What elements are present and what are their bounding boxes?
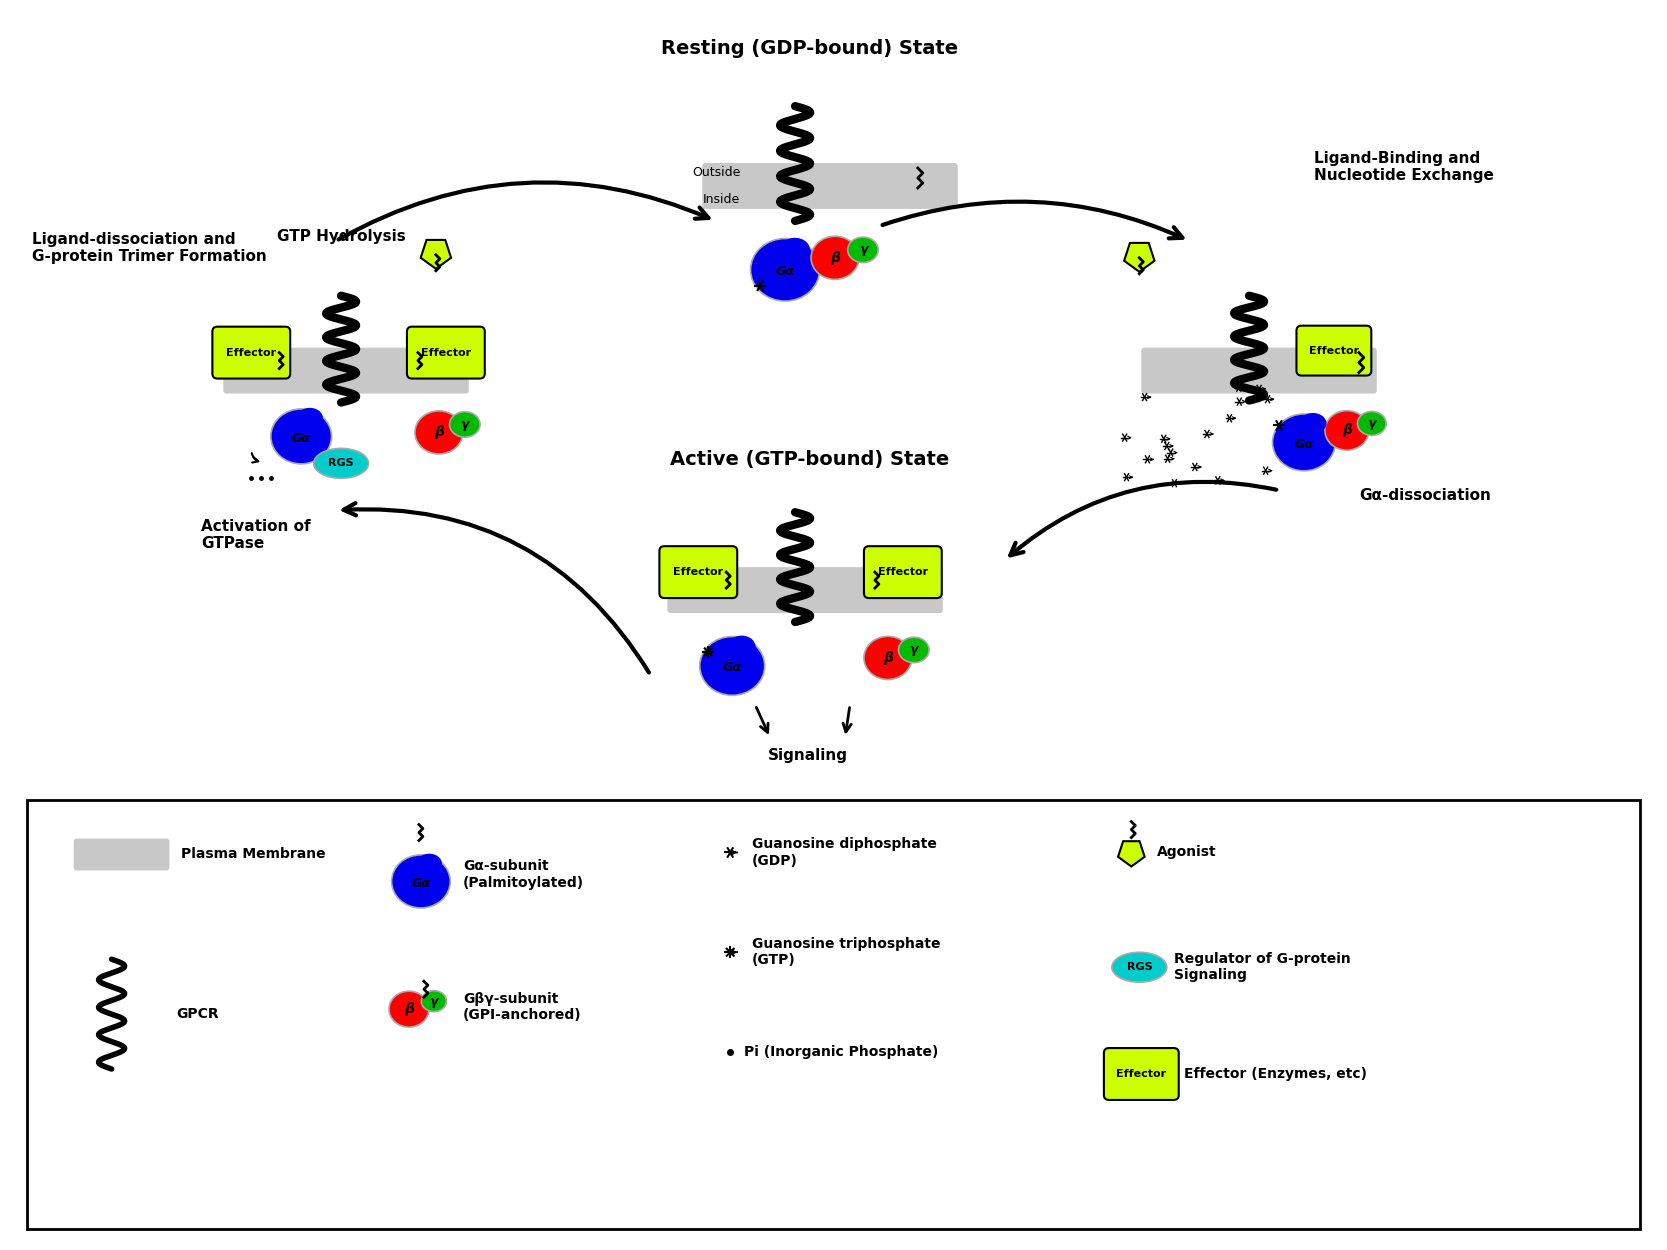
Ellipse shape [1325, 411, 1369, 450]
Ellipse shape [1357, 411, 1387, 435]
Text: RGS: RGS [328, 459, 353, 469]
Text: Gα-dissociation: Gα-dissociation [1359, 488, 1490, 502]
Ellipse shape [847, 238, 879, 262]
FancyBboxPatch shape [1297, 326, 1372, 375]
FancyBboxPatch shape [864, 546, 942, 598]
Ellipse shape [812, 236, 859, 279]
Text: Gα: Gα [1295, 438, 1314, 451]
Text: β: β [830, 251, 840, 265]
Ellipse shape [313, 449, 368, 479]
FancyBboxPatch shape [1104, 1048, 1179, 1100]
FancyBboxPatch shape [1142, 348, 1377, 394]
Ellipse shape [270, 409, 332, 464]
Text: Active (GTP-bound) State: Active (GTP-bound) State [670, 450, 950, 470]
Ellipse shape [750, 239, 820, 301]
Text: β: β [403, 1003, 413, 1016]
Text: γ: γ [1367, 418, 1375, 430]
FancyBboxPatch shape [667, 568, 944, 612]
Text: Regulator of G-protein
Signaling: Regulator of G-protein Signaling [1174, 952, 1350, 982]
Text: Plasma Membrane: Plasma Membrane [182, 848, 327, 861]
FancyBboxPatch shape [702, 162, 959, 209]
Text: Effector: Effector [673, 568, 723, 578]
Text: Gβγ-subunit
(GPI-anchored): Gβγ-subunit (GPI-anchored) [463, 992, 582, 1022]
Text: β: β [884, 651, 894, 665]
Text: Effector: Effector [1117, 1069, 1167, 1079]
FancyBboxPatch shape [660, 546, 737, 598]
Text: γ: γ [910, 644, 919, 656]
Text: Ligand-Binding and
Nucleotide Exchange: Ligand-Binding and Nucleotide Exchange [1314, 151, 1494, 184]
FancyBboxPatch shape [27, 800, 1640, 1229]
FancyBboxPatch shape [407, 326, 485, 379]
Polygon shape [420, 240, 452, 269]
FancyBboxPatch shape [73, 839, 170, 870]
Ellipse shape [388, 991, 428, 1028]
Ellipse shape [864, 636, 912, 680]
Polygon shape [1124, 242, 1155, 271]
Text: Effector: Effector [420, 348, 470, 358]
Text: γ: γ [859, 244, 867, 256]
Text: β: β [1342, 424, 1352, 438]
Text: Pi (Inorganic Phosphate): Pi (Inorganic Phosphate) [743, 1045, 939, 1059]
Ellipse shape [1300, 412, 1327, 434]
FancyBboxPatch shape [223, 348, 468, 394]
Text: Effector: Effector [1309, 345, 1359, 355]
Ellipse shape [1112, 952, 1167, 982]
Text: GTP Hydrolysis: GTP Hydrolysis [277, 229, 405, 244]
Text: Outside: Outside [692, 165, 740, 179]
Ellipse shape [417, 854, 442, 874]
Ellipse shape [392, 855, 450, 908]
Text: Gα-subunit
(Palmitoylated): Gα-subunit (Palmitoylated) [463, 859, 583, 890]
Text: γ: γ [460, 418, 468, 431]
Ellipse shape [727, 636, 755, 658]
Text: Resting (GDP-bound) State: Resting (GDP-bound) State [662, 39, 959, 59]
Ellipse shape [780, 238, 810, 261]
Text: Agonist: Agonist [1157, 845, 1217, 860]
Text: Gα: Gα [292, 432, 310, 445]
Text: Gα: Gα [775, 265, 795, 279]
Ellipse shape [415, 411, 463, 454]
Text: Signaling: Signaling [768, 748, 849, 762]
FancyBboxPatch shape [212, 326, 290, 379]
Text: Effector: Effector [227, 348, 277, 358]
Text: RGS: RGS [1127, 962, 1152, 972]
Ellipse shape [422, 991, 447, 1011]
Text: Gα: Gα [723, 661, 742, 675]
Text: Gα: Gα [412, 878, 430, 890]
Ellipse shape [1272, 414, 1335, 471]
Text: Activation of
GTPase: Activation of GTPase [202, 519, 312, 551]
Text: Guanosine triphosphate
(GTP): Guanosine triphosphate (GTP) [752, 938, 940, 968]
Text: γ: γ [430, 995, 438, 1008]
Text: Effector: Effector [879, 568, 929, 578]
Ellipse shape [450, 411, 480, 437]
Text: GPCR: GPCR [177, 1008, 218, 1021]
Text: Guanosine diphosphate
(GDP): Guanosine diphosphate (GDP) [752, 838, 937, 867]
Polygon shape [1119, 841, 1145, 866]
Ellipse shape [700, 636, 765, 695]
Text: Ligand-dissociation and
G-protein Trimer Formation: Ligand-dissociation and G-protein Trimer… [32, 231, 267, 264]
Text: Effector (Enzymes, etc): Effector (Enzymes, etc) [1184, 1068, 1367, 1081]
Text: β: β [433, 425, 443, 440]
Ellipse shape [899, 638, 929, 662]
Ellipse shape [297, 408, 323, 428]
Text: Inside: Inside [703, 194, 740, 206]
